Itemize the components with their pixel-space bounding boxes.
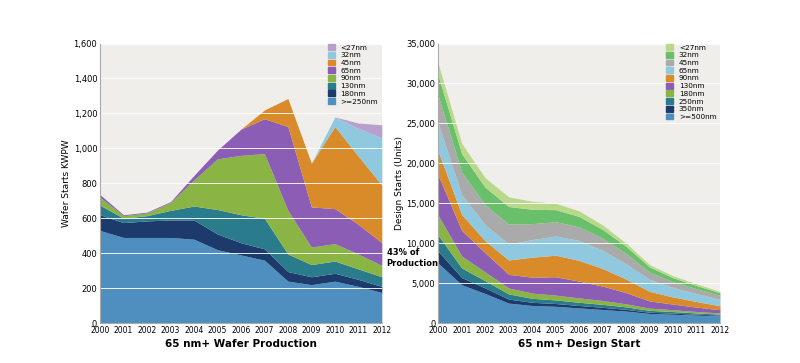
Legend: <27nm, 32nm, 45nm, 65nm, 90nm, 130nm, 180nm, 250nm, 350nm, >=500nm: <27nm, 32nm, 45nm, 65nm, 90nm, 130nm, 18… (666, 44, 716, 120)
Y-axis label: Design Starts (Units): Design Starts (Units) (394, 136, 404, 230)
X-axis label: 65 nm+ Design Start: 65 nm+ Design Start (518, 339, 640, 349)
Y-axis label: Wafer Starts KWPW: Wafer Starts KWPW (62, 139, 70, 227)
Legend: <27nm, 32nm, 45nm, 65nm, 90nm, 130nm, 180nm, >=250nm: <27nm, 32nm, 45nm, 65nm, 90nm, 130nm, 18… (327, 44, 378, 105)
X-axis label: 65 nm+ Wafer Production: 65 nm+ Wafer Production (165, 339, 317, 349)
Text: 43% of
Production: 43% of Production (386, 248, 438, 269)
